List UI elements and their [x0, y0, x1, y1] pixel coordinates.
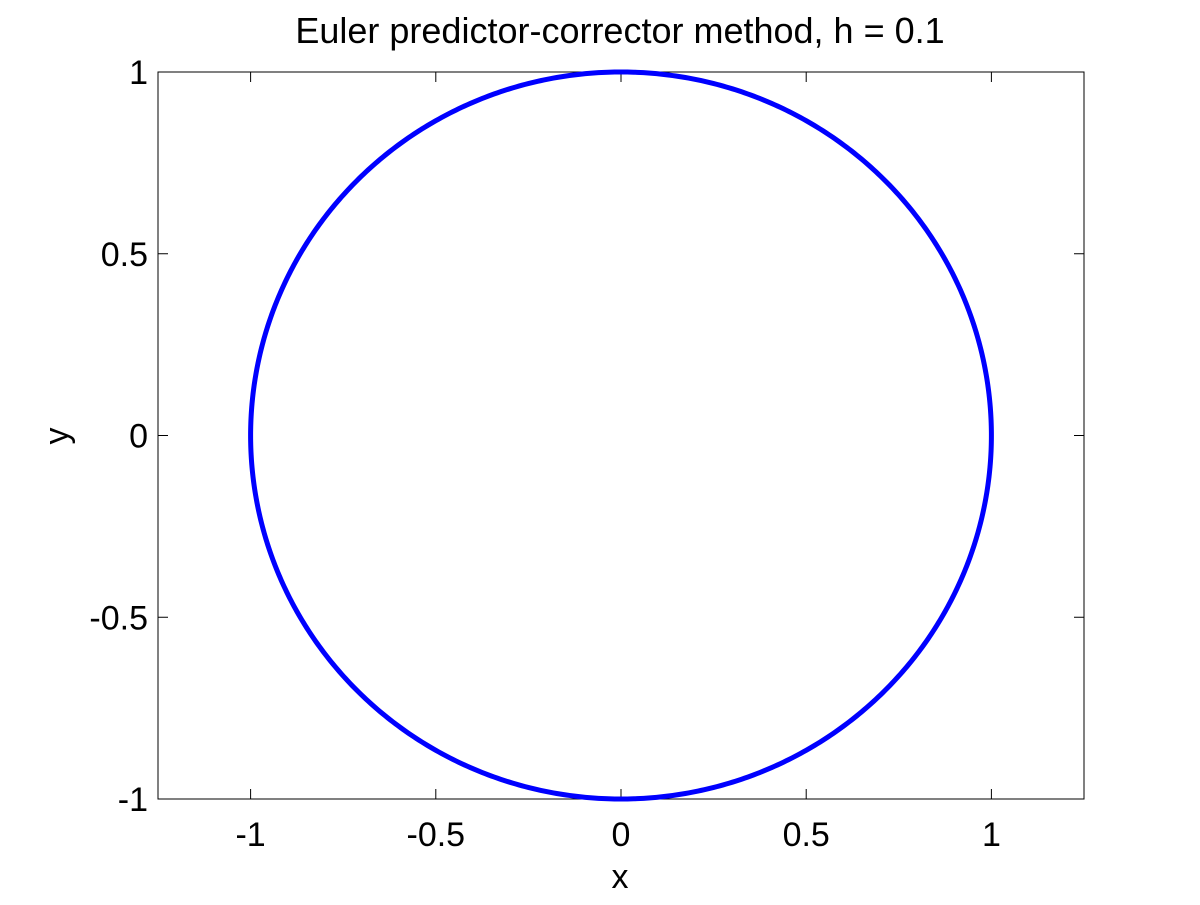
y-axis-ticks: -1 -0.5 0 0.5 1 — [89, 54, 1084, 819]
x-tick-label: 0 — [612, 816, 631, 854]
x-tick-label: -1 — [235, 816, 265, 854]
y-tick-label: -1 — [118, 781, 148, 819]
y-axis-label: y — [38, 428, 76, 445]
x-tick-label: 1 — [982, 816, 1001, 854]
plot-area-frame — [157, 71, 1085, 800]
y-tick-label: 1 — [129, 54, 148, 92]
x-tick-label: 0.5 — [783, 816, 830, 854]
x-axis-label: x — [612, 858, 629, 896]
y-tick-label: -0.5 — [89, 599, 148, 637]
series-line — [248, 69, 994, 802]
y-tick-label: 0.5 — [101, 236, 148, 274]
x-axis-ticks: -1 -0.5 0 0.5 1 — [235, 72, 1001, 854]
chart-title: Euler predictor-corrector method, h = 0.… — [295, 10, 944, 51]
y-tick-label: 0 — [129, 418, 148, 456]
x-tick-label: -0.5 — [407, 816, 466, 854]
